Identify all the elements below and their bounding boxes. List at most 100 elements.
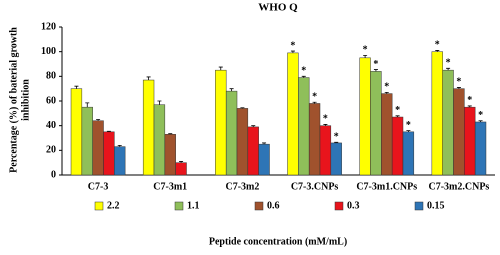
bar [70,88,83,176]
legend-label: 0.15 [427,200,445,211]
x-tick-label: C7-3m1.CNPs [356,181,417,192]
bar [402,131,415,176]
bar [287,52,299,176]
bar [92,120,104,176]
y-axis-label: inhibition [20,79,31,121]
significance-mark: * [334,132,339,143]
legend-swatch [414,201,424,211]
bar [247,126,259,176]
bar [474,121,487,176]
x-tick-label: C7-3m2.CNPs [429,181,490,192]
legend-label: 1.1 [187,200,200,211]
bar [175,162,187,176]
significance-mark: * [435,40,440,51]
significance-mark: * [467,95,472,106]
legend-swatch [334,201,344,211]
bar [103,131,115,176]
bar [258,143,270,176]
legend-swatch [174,201,184,211]
error-bar [301,75,306,78]
bar [464,106,476,176]
bar [359,57,371,176]
significance-mark: * [363,45,368,56]
error-bar [456,87,461,89]
error-bar [229,88,234,92]
bar [215,69,227,176]
error-bar [446,67,451,71]
legend-label: 2.2 [107,200,120,211]
bar [330,142,342,176]
error-bar [290,50,295,53]
y-tick-label: 20 [46,145,56,156]
legend-swatch [94,201,104,211]
error-bar [146,76,151,81]
error-bar [406,130,411,132]
significance-mark: * [373,59,378,70]
bar [453,88,465,176]
bar [431,51,443,176]
y-tick-label: 40 [46,120,56,131]
bar [142,79,155,176]
significance-mark: * [384,82,389,93]
bar [308,103,321,176]
error-bar [334,141,339,143]
y-tick-label: 80 [46,71,56,82]
x-tick-label: C7-3m2 [225,181,259,192]
error-bar [384,91,389,94]
significance-mark: * [456,77,461,88]
error-bar [312,101,317,104]
error-bar [85,102,90,108]
significance-mark: * [406,120,411,131]
x-tick-label: C7-3 [88,181,109,192]
x-tick-label: C7-3m1 [153,181,187,192]
bar [225,90,238,176]
bar [81,106,93,176]
error-bar [117,145,122,147]
error-bar [323,124,328,126]
error-bar [74,85,79,89]
bar [114,146,126,176]
x-tick-label: C7-3.CNPs [291,181,339,192]
significance-mark: * [290,40,295,51]
significance-mark: * [478,110,483,121]
error-bar [218,66,223,71]
error-bar [478,120,483,122]
error-bar [106,130,111,132]
bar [442,69,454,176]
significance-mark: * [446,58,451,69]
y-axis-label: Percentage (%) of baterial growth [8,27,19,173]
bar [236,108,249,176]
error-bar [395,115,400,118]
bar [381,93,393,176]
x-axis-label: Peptide concentration (mM/mL) [209,236,347,247]
significance-mark: * [395,105,400,116]
error-bar [251,125,256,127]
bar [164,134,176,176]
bar [391,116,404,176]
significance-mark: * [301,66,306,77]
error-bar [168,133,173,135]
chart-title: WHO Q [258,2,298,14]
bar [319,125,332,176]
error-bar [240,107,245,109]
legend-label: 0.6 [267,200,280,211]
y-tick-label: 120 [41,21,56,32]
y-tick-label: 60 [46,95,56,106]
bar [298,77,310,176]
significance-mark: * [312,92,317,103]
error-bar [157,100,162,105]
significance-mark: * [323,114,328,125]
error-bar [179,161,184,163]
legend-swatch [254,201,264,211]
y-tick-label: 0 [51,169,56,180]
y-tick-label: 100 [41,46,56,57]
bar [370,71,382,176]
error-bar [363,54,368,58]
error-bar [435,50,440,52]
error-bar [262,142,267,145]
error-bar [467,105,472,108]
error-bar [96,119,101,121]
bar [153,104,166,176]
legend-label: 0.3 [347,200,360,211]
